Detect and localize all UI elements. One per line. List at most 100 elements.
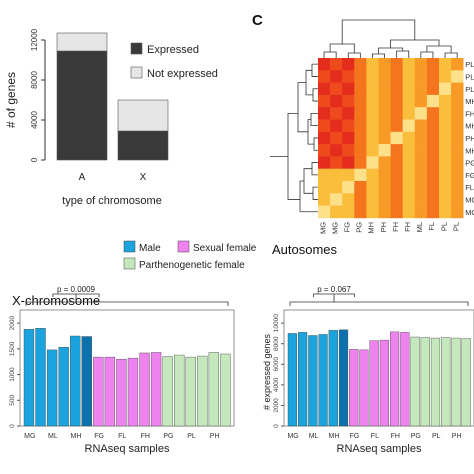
heatmap-cell bbox=[414, 181, 428, 194]
heatmap-cell bbox=[366, 82, 379, 96]
heatmap-cell bbox=[439, 58, 452, 71]
y-tick-label: 1000 bbox=[9, 367, 16, 382]
heatmap-cell bbox=[426, 119, 440, 133]
row-label: MH bbox=[465, 146, 474, 155]
heatmap-cell bbox=[330, 58, 343, 71]
bar-pg bbox=[162, 356, 173, 427]
row-label: MH bbox=[465, 122, 474, 131]
heatmap-cell bbox=[342, 193, 355, 206]
heatmap-cell bbox=[390, 82, 403, 96]
panel-label: C bbox=[252, 12, 263, 29]
heatmap-cell bbox=[354, 156, 367, 169]
heatmap-cell bbox=[402, 58, 416, 71]
y-axis-label: # expressed genes bbox=[262, 333, 272, 410]
heatmap-cell bbox=[390, 94, 403, 108]
bar-ml bbox=[318, 334, 328, 427]
heatmap-cell bbox=[378, 193, 391, 206]
heatmap-cell bbox=[378, 131, 391, 145]
heatmap-cell bbox=[439, 107, 452, 120]
heatmap-cell bbox=[390, 70, 403, 83]
heatmap-cell bbox=[402, 131, 416, 145]
heatmap-cell bbox=[378, 107, 391, 120]
heatmap-cell bbox=[366, 144, 379, 157]
heatmap-cell bbox=[342, 94, 355, 108]
heatmap-cell bbox=[426, 70, 440, 83]
heatmap-cell bbox=[390, 131, 403, 145]
heatmap-cell bbox=[426, 168, 440, 182]
heatmap-cell bbox=[330, 82, 343, 96]
x-axis-label: RNAseq samples bbox=[337, 443, 422, 455]
heatmap-cell bbox=[378, 205, 391, 219]
row-label: PL bbox=[465, 60, 474, 69]
plot-frame bbox=[19, 309, 235, 427]
heatmap-cell bbox=[414, 168, 428, 182]
bar-not-expressed bbox=[117, 99, 169, 132]
x-tick-label: PL bbox=[432, 433, 441, 440]
bar-ml bbox=[58, 347, 69, 427]
heatmap-cell bbox=[402, 205, 416, 219]
bar-fg bbox=[359, 349, 369, 427]
heatmap-cell bbox=[439, 119, 452, 133]
legend-swatch bbox=[130, 66, 143, 79]
heatmap-cell bbox=[390, 156, 403, 169]
legend-label: Expressed bbox=[147, 44, 199, 56]
row-label: MH bbox=[465, 97, 474, 106]
p-value-label: p = 0.067 bbox=[317, 285, 351, 294]
x-tick-label: FH bbox=[141, 433, 150, 440]
heatmap-cell bbox=[414, 94, 428, 108]
heatmap-cell bbox=[330, 181, 343, 194]
y-tick-label: 1500 bbox=[9, 341, 16, 356]
x-tick-label: X bbox=[140, 172, 147, 183]
heatmap-cell bbox=[318, 144, 331, 157]
bar-fh bbox=[150, 352, 162, 427]
heatmap-cell bbox=[451, 131, 464, 145]
row-label: PH bbox=[465, 134, 474, 143]
heatmap-cell bbox=[451, 193, 464, 206]
x-tick-label: ML bbox=[309, 433, 319, 440]
bar-fl bbox=[379, 339, 389, 427]
col-label: MH bbox=[367, 222, 376, 234]
bar-ph bbox=[220, 353, 231, 427]
y-tick-label: 4000 bbox=[30, 111, 39, 129]
heatmap-cell bbox=[451, 58, 464, 71]
heatmap-cell bbox=[366, 119, 379, 133]
heatmap-cell bbox=[378, 168, 391, 182]
x-tick-label: FL bbox=[371, 433, 379, 440]
heatmap-cell bbox=[439, 82, 452, 96]
bar-not-expressed bbox=[56, 32, 108, 52]
heatmap-cell bbox=[354, 131, 367, 145]
x-axis-label: RNAseq samples bbox=[85, 443, 170, 455]
x-tick-label: PG bbox=[411, 433, 421, 440]
heatmap-cell bbox=[439, 94, 452, 108]
heatmap-cell bbox=[342, 119, 355, 133]
heatmap-cell bbox=[330, 205, 343, 219]
heatmap-cell bbox=[451, 94, 464, 108]
heatmap-cell bbox=[318, 107, 331, 120]
heatmap-cell bbox=[342, 131, 355, 145]
heatmap-cell bbox=[378, 94, 391, 108]
bar-expressed bbox=[56, 50, 108, 161]
row-label: PG bbox=[465, 159, 474, 168]
bar-mh bbox=[338, 329, 349, 427]
col-label: FH bbox=[391, 222, 400, 232]
heatmap-cell bbox=[366, 58, 379, 71]
heatmap-cell bbox=[402, 193, 416, 206]
dendrogram-left-path bbox=[270, 63, 318, 213]
heatmap-cell bbox=[426, 144, 440, 157]
heatmap-cell bbox=[390, 181, 403, 194]
y-tick-label: 0 bbox=[9, 424, 16, 428]
bar-pl bbox=[197, 355, 208, 427]
x-tick-label: A bbox=[79, 172, 86, 183]
heatmap-cell bbox=[354, 144, 367, 157]
heatmap-cell bbox=[330, 168, 343, 182]
legend-label: Sexual female bbox=[193, 243, 257, 254]
heatmap-cell bbox=[402, 70, 416, 83]
heatmap-cell bbox=[414, 205, 428, 219]
x-tick-label: FL bbox=[118, 433, 126, 440]
y-tick-label: 2000 bbox=[273, 398, 280, 413]
heatmap-cell bbox=[439, 193, 452, 206]
heatmap-cell bbox=[439, 156, 452, 169]
y-tick-label: 6000 bbox=[273, 357, 280, 372]
legend-swatch bbox=[130, 42, 143, 55]
row-label: FL bbox=[465, 183, 474, 192]
